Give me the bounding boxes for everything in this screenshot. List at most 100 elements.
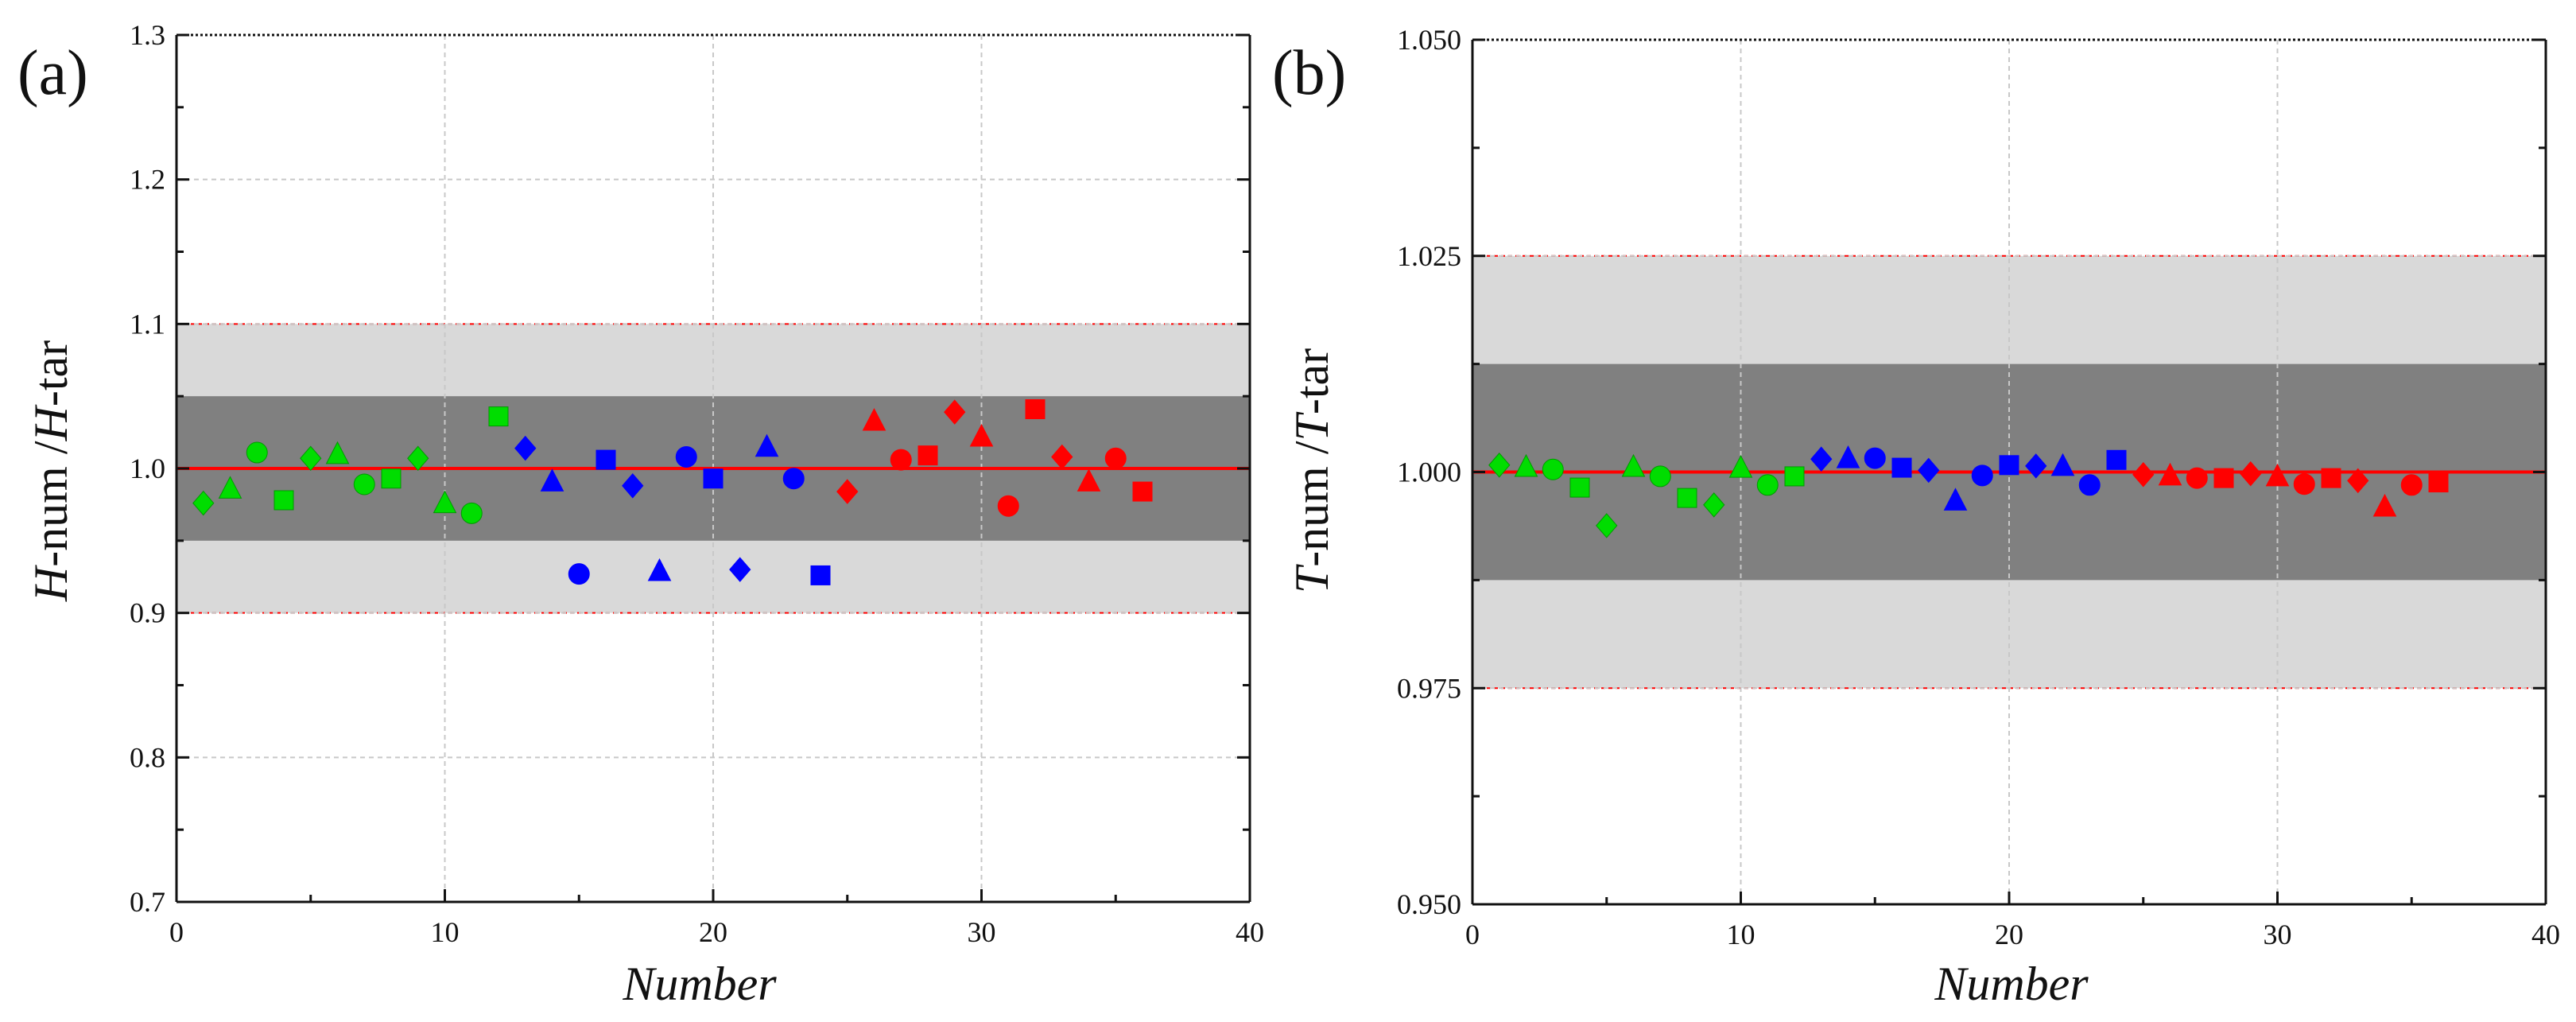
panel-b-x-tick-label: 0 [1465, 919, 1480, 950]
panel-a-point-19-circle [675, 445, 697, 468]
panel-b-point-17-diamond [1918, 457, 1940, 484]
panel-b-y-tick-label: 0.950 [1397, 888, 1461, 920]
panel-b-point-25-diamond [2132, 461, 2155, 488]
panel-b-point-15-circle [1864, 447, 1886, 469]
panel-a-point-14-triangle [540, 468, 564, 492]
panel-b-point-26-triangle [2158, 462, 2182, 486]
panel-a-y-tick-label: 0.8 [130, 741, 165, 773]
panel-a-x-tick-label: 30 [968, 916, 996, 948]
panel-a-point-34-triangle [1077, 468, 1101, 492]
panel-b-y-axis-title-sub1: -num [1286, 466, 1338, 567]
panel-a-point-5-diamond [300, 445, 322, 472]
panel-b-point-7-circle [1649, 465, 1671, 488]
panel-b-y-tick-label: 1.000 [1397, 457, 1461, 488]
panel-a-point-29-diamond [944, 399, 966, 425]
panel-a-point-21-diamond [729, 557, 751, 582]
panel-b-point-28-square [2213, 468, 2234, 488]
panel-a-point-27-circle [890, 449, 912, 471]
panel-b: 0 10 20 30 40 0.950 0.975 1.000 1.025 1.050 (b) N… [1272, 24, 2560, 1010]
panel-b-x-tick-label: 20 [1995, 919, 2023, 950]
panel-a-y-tick-label: 0.9 [130, 597, 165, 629]
panel-a: 0 10 20 30 40 0.7 0.8 0.9 1.0 1.1 1.2 1.3 (a) Numbe… [17, 19, 1264, 1010]
panel-a-point-7-circle [353, 473, 375, 495]
panel-b-point-18-triangle [1943, 488, 1968, 511]
panel-a-point-1-diamond [192, 490, 215, 516]
panel-a-point-36-square [1132, 481, 1153, 502]
panel-b-y-tick-label: 1.050 [1397, 24, 1461, 56]
panel-b-point-32-square [2321, 468, 2341, 488]
panel-b-point-31-circle [2293, 473, 2315, 495]
panel-a-point-13-diamond [514, 435, 537, 461]
panel-b-point-27-circle [2186, 467, 2208, 489]
panel-a-y-axis-title-sub1: -num [25, 466, 77, 567]
panel-b-point-10-triangle [1728, 454, 1753, 478]
panel-b-point-4-square [1569, 477, 1590, 498]
panel-a-y-tick-label: 1.2 [130, 164, 165, 196]
panel-b-point-5-diamond [1596, 513, 1618, 538]
panel-a-tick-labels: 0 10 20 30 40 0.7 0.8 0.9 1.0 1.1 1.2 1.3 [130, 19, 1264, 948]
panel-b-tick-labels: 0 10 20 30 40 0.950 0.975 1.000 1.025 1.050 [1397, 24, 2560, 950]
panel-b-point-1-diamond [1488, 453, 1511, 478]
panel-a-point-8-square [381, 468, 402, 489]
panel-a-x-tick-label: 0 [169, 916, 184, 948]
panel-b-point-12-square [1784, 466, 1805, 487]
panel-b-x-tick-label: 40 [2531, 919, 2560, 950]
panel-b-point-16-square [1891, 457, 1912, 478]
panel-b-point-20-square [1999, 455, 2019, 476]
panel-a-y-axis-title: H-num /H-tar [25, 340, 77, 602]
panel-b-point-33-diamond [2347, 468, 2369, 494]
panel-a-point-15-circle [568, 563, 590, 585]
panel-b-y-axis-title: T-num /T-tar [1286, 348, 1338, 593]
panel-a-point-9-diamond [407, 445, 429, 472]
panel-b-y-axis-title-sep: / [1286, 441, 1338, 466]
panel-b-point-14-triangle [1836, 445, 1860, 468]
panel-b-y-axis-title-var1: T [1286, 564, 1338, 593]
panel-b-ticks [1471, 38, 2547, 906]
panel-a-point-16-square [596, 449, 616, 470]
panel-b-point-22-triangle [2050, 453, 2075, 476]
panel-a-y-tick-label: 1.3 [130, 19, 165, 51]
panel-a-point-22-triangle [755, 433, 779, 457]
panel-b-point-30-triangle [2265, 463, 2290, 487]
panel-a-point-3-circle [246, 441, 268, 464]
panel-a-point-24-square [810, 565, 831, 585]
panel-a-point-11-circle [460, 502, 483, 524]
panel-a-y-tick-label: 0.7 [130, 886, 165, 918]
panel-a-point-26-triangle [862, 407, 886, 431]
panel-a-points [192, 399, 1153, 585]
panel-a-point-2-triangle [218, 476, 242, 499]
panel-a-point-17-diamond [622, 473, 644, 499]
panel-a-y-axis-title-var1: H [25, 564, 77, 602]
panel-a-y-tick-label: 1.0 [130, 453, 165, 484]
panel-a-y-tick-label: 1.1 [130, 308, 165, 340]
panel-b-y-axis-title-sub2: -tar [1286, 348, 1338, 414]
panel-a-point-25-diamond [836, 479, 859, 504]
panel-a-point-32-square [1025, 399, 1046, 420]
panel-b-point-24-square [2106, 449, 2127, 470]
panel-a-x-tick-label: 20 [699, 916, 727, 948]
panel-a-point-30-triangle [969, 423, 994, 447]
panel-b-point-34-triangle [2372, 493, 2397, 517]
panel-b-x-tick-label: 10 [1727, 919, 1755, 950]
panel-a-point-31-circle [997, 495, 1019, 517]
panel-a-ticks [175, 33, 1251, 903]
panel-a-point-35-circle [1104, 447, 1127, 469]
panel-a-x-tick-label: 40 [1236, 916, 1264, 948]
panel-b-points [1488, 445, 2449, 538]
panel-b-point-9-diamond [1703, 492, 1725, 518]
panel-a-point-20-square [703, 468, 724, 489]
panel-b-y-tick-label: 1.025 [1397, 240, 1461, 272]
panel-b-point-8-square [1677, 488, 1697, 508]
panel-b-point-19-circle [1971, 464, 1993, 487]
panel-b-y-axis-title-var2: T [1286, 411, 1338, 441]
panel-a-y-axis-title-sub2: -tar [25, 340, 77, 406]
panel-a-point-18-triangle [647, 558, 672, 581]
panel-a-point-4-square [274, 490, 294, 511]
panel-a-label: (a) [17, 38, 88, 108]
panel-b-point-11-circle [1756, 474, 1779, 496]
panel-a-point-33-diamond [1051, 444, 1073, 470]
panel-a-x-axis-title: Number [622, 958, 777, 1010]
panel-b-point-36-square [2428, 472, 2449, 493]
panel-b-point-35-circle [2400, 474, 2423, 496]
